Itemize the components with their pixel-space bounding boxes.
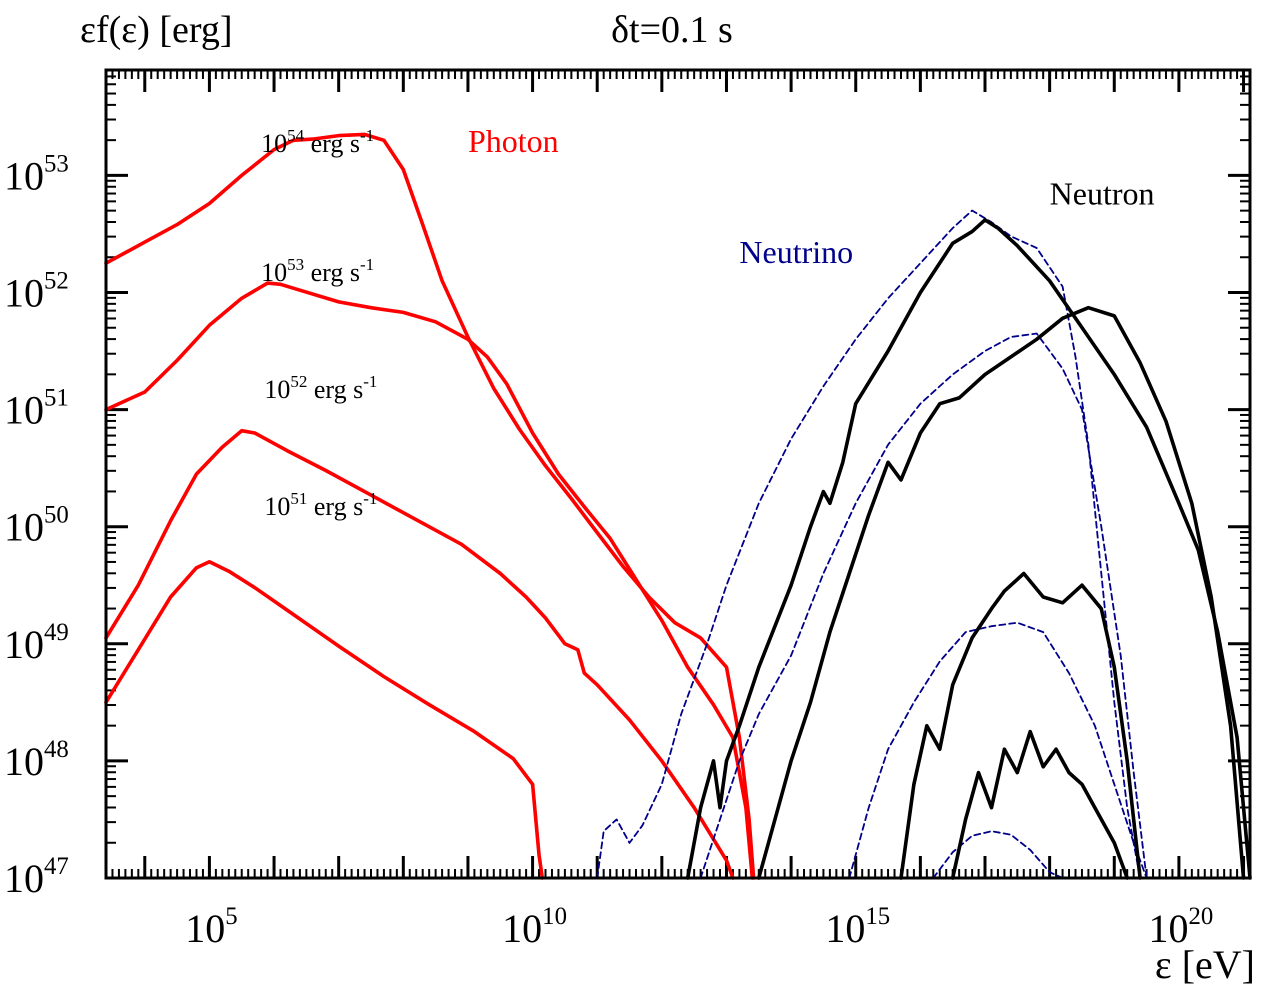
y-tick-label: 1050	[4, 502, 69, 550]
chart-title: δt=0.1 s	[611, 9, 733, 51]
photon-series-51	[104, 560, 545, 880]
neutron-series-52	[899, 571, 1142, 880]
photon-series-53	[104, 281, 755, 880]
neutrino-series-52	[848, 621, 1148, 879]
y-tick-label: 1052	[4, 267, 69, 315]
y-tick-label: 1048	[4, 736, 69, 784]
y-tick-label: 1049	[4, 619, 69, 667]
photon-series-54	[104, 132, 756, 880]
series-lines	[104, 132, 1252, 880]
x-tick-label: 105	[185, 903, 237, 951]
x-axis-label: ε [eV]	[1155, 942, 1255, 987]
neutron-label: Neutron	[1050, 176, 1155, 212]
photon-series-52	[104, 428, 735, 880]
y-tick-label: 1051	[4, 385, 69, 433]
plot-frame	[104, 68, 1252, 880]
neutron-series-54	[685, 218, 1252, 880]
tick-marks	[105, 70, 1251, 880]
y-tick-label: 1047	[4, 853, 69, 901]
photon-label: Photon	[468, 123, 559, 159]
x-tick-label: 1020	[1149, 903, 1214, 951]
labels: 105 1010 1015 1020 1047 1048 1049 1050 1051 1052 1…	[4, 123, 1213, 951]
y-tick-label: 1053	[4, 150, 69, 198]
y-axis-label: εf(ε) [erg]	[80, 9, 233, 51]
luminosity-label-54: 1054 erg s-1	[261, 126, 374, 158]
neutrino-series-53	[699, 332, 1148, 879]
neutron-series-51	[950, 729, 1129, 880]
neutrino-series-51	[932, 830, 1064, 879]
neutron-series-53	[757, 305, 1246, 880]
luminosity-label-53: 1053 erg s-1	[261, 255, 374, 287]
neutrino-label: Neutrino	[739, 234, 853, 270]
neutrino-series-54	[596, 209, 1141, 879]
x-tick-label: 1015	[825, 903, 890, 951]
x-tick-label: 1010	[502, 903, 567, 951]
luminosity-label-51: 1051 erg s-1	[264, 489, 377, 521]
luminosity-label-52: 1052 erg s-1	[264, 372, 377, 404]
